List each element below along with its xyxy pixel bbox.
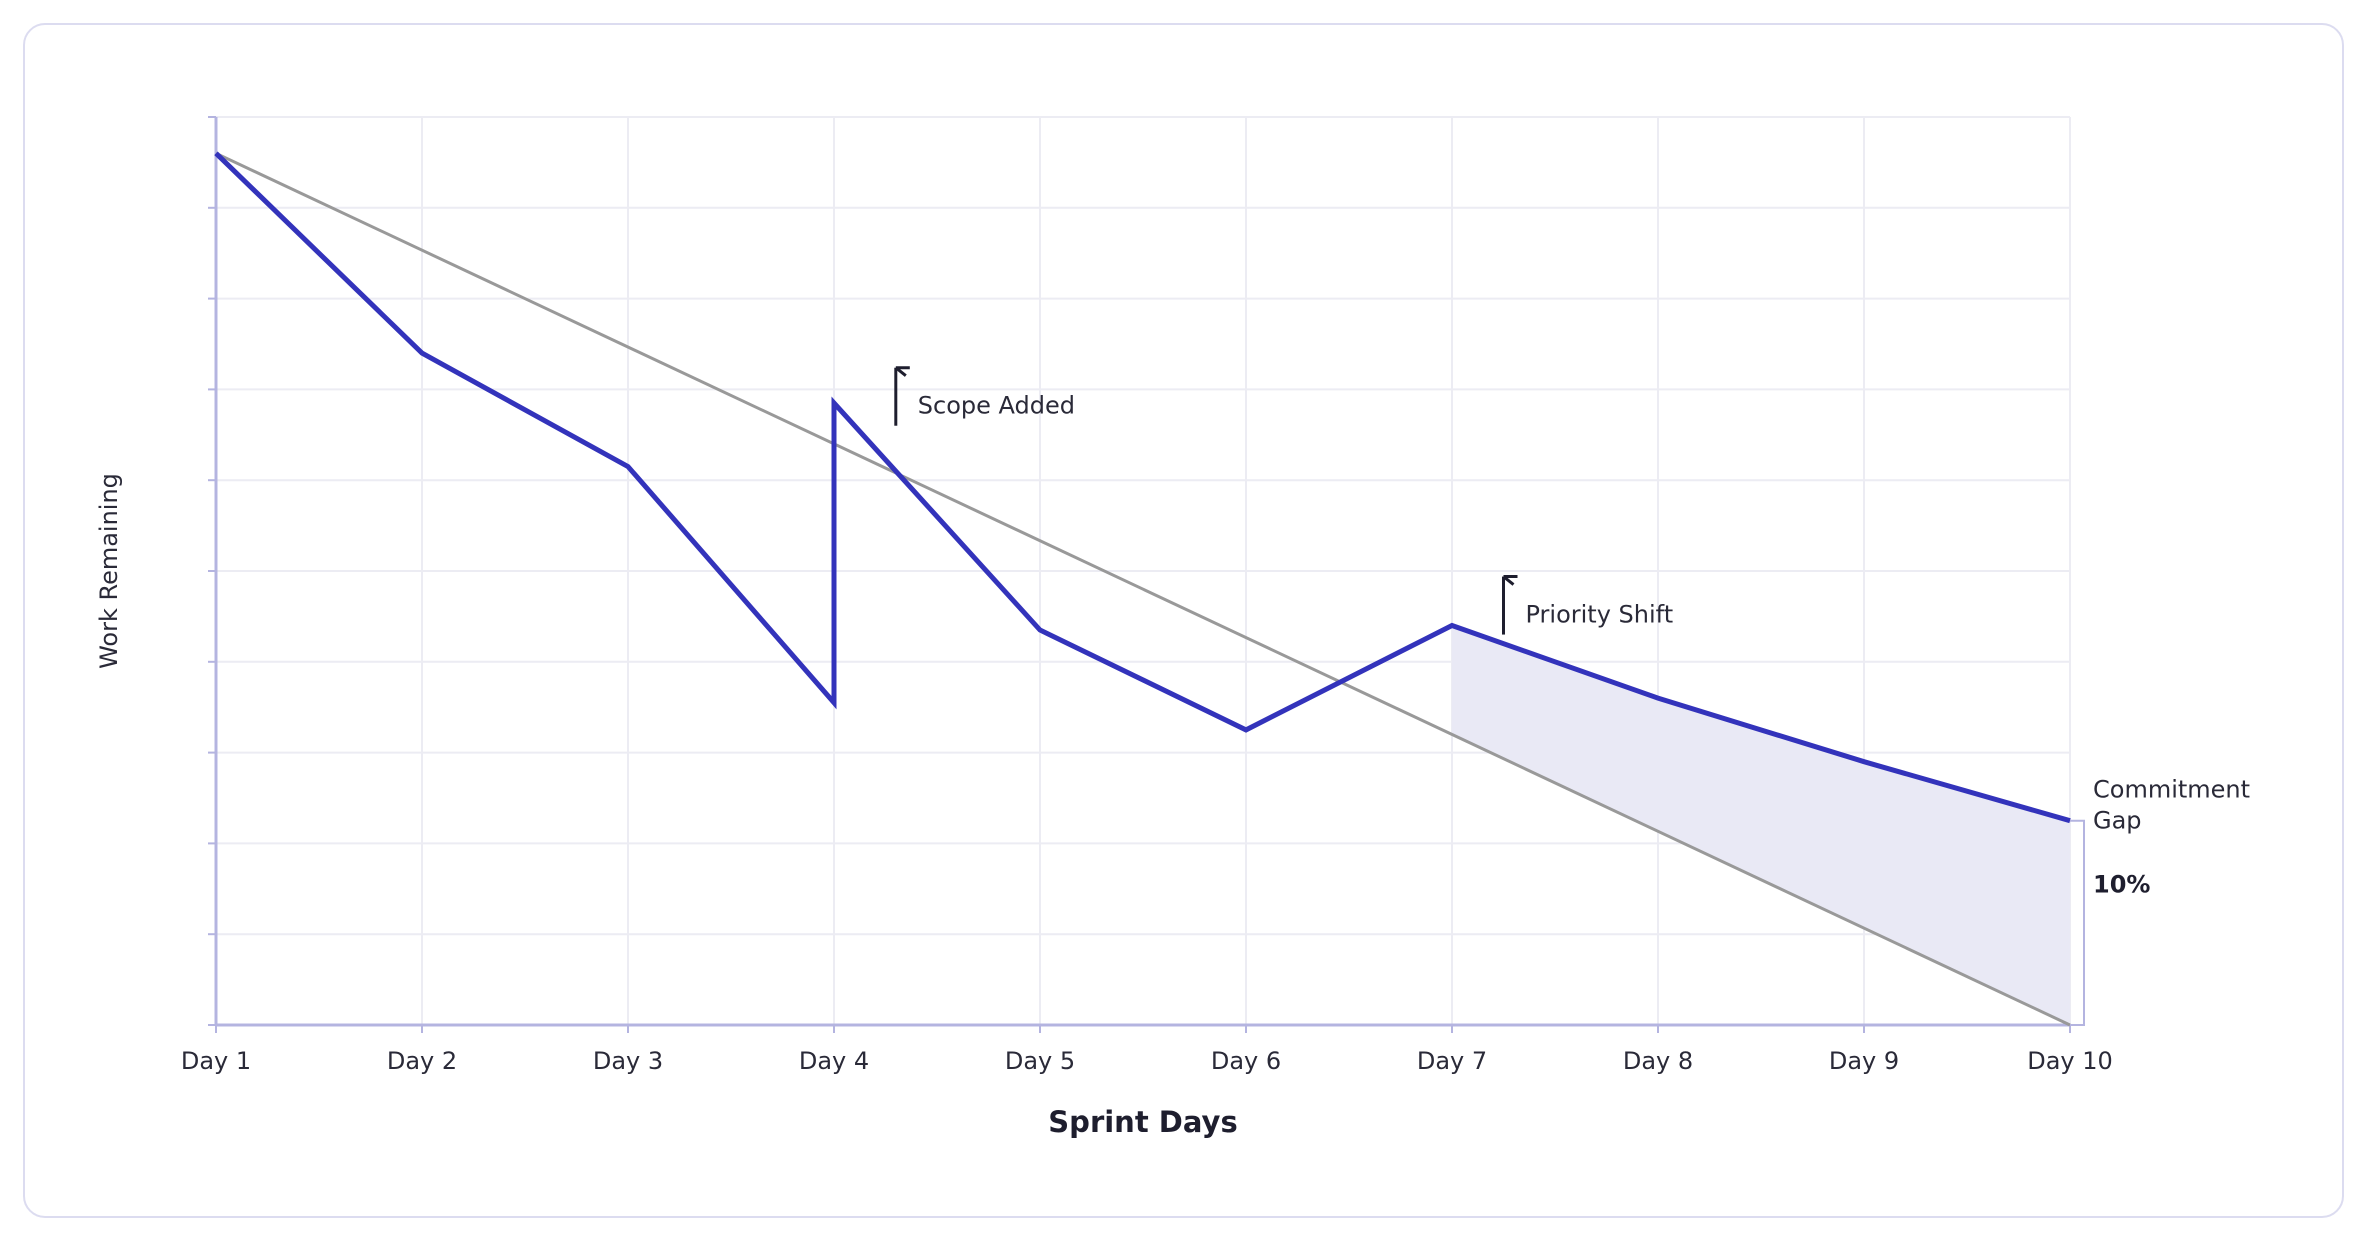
actual-burndown-line bbox=[214, 151, 2071, 824]
annotations: Scope Added Priority Shift bbox=[894, 366, 1674, 635]
x-tick-label: Day 2 bbox=[387, 1047, 457, 1075]
x-tick-label: Day 9 bbox=[1829, 1047, 1899, 1075]
axes bbox=[208, 116, 2071, 1033]
x-tick-label: Day 4 bbox=[799, 1047, 869, 1075]
annotation: Scope Added bbox=[894, 366, 1075, 426]
annotation-label: Scope Added bbox=[918, 392, 1075, 420]
commitment-gap-value: 10% bbox=[2093, 871, 2150, 899]
ideal-burndown-line bbox=[215, 151, 2071, 1027]
flag-icon bbox=[1502, 575, 1518, 635]
annotation-label: Priority Shift bbox=[1526, 601, 1674, 629]
x-tick-label: Day 3 bbox=[593, 1047, 663, 1075]
x-tick-label: Day 1 bbox=[181, 1047, 251, 1075]
x-axis-label: Sprint Days bbox=[1048, 1105, 1237, 1139]
x-tick-label: Day 8 bbox=[1623, 1047, 1693, 1075]
gap-bracket-line bbox=[2070, 819, 2085, 1026]
x-tick-label: Day 6 bbox=[1211, 1047, 1281, 1075]
commitment-gap-area bbox=[1452, 625, 2070, 1025]
x-axis-ticks: Day 1 Day 2 Day 3 Day 4 Day 5 Day 6 Day 7 Day 8… bbox=[181, 1047, 2113, 1075]
flag-icon bbox=[894, 366, 910, 426]
y-axis-label: Work Remaining bbox=[95, 473, 123, 669]
x-tick-label: Day 7 bbox=[1417, 1047, 1487, 1075]
chart-card bbox=[23, 23, 2344, 1218]
x-tick-label: Day 10 bbox=[2027, 1047, 2113, 1075]
commitment-gap-bracket bbox=[2070, 819, 2085, 1026]
x-tick-label: Day 5 bbox=[1005, 1047, 1075, 1075]
commitment-gap-label: Commitment bbox=[2093, 776, 2250, 804]
commitment-gap-label-line2: Gap bbox=[2093, 807, 2142, 835]
annotation: Priority Shift bbox=[1502, 575, 1674, 635]
